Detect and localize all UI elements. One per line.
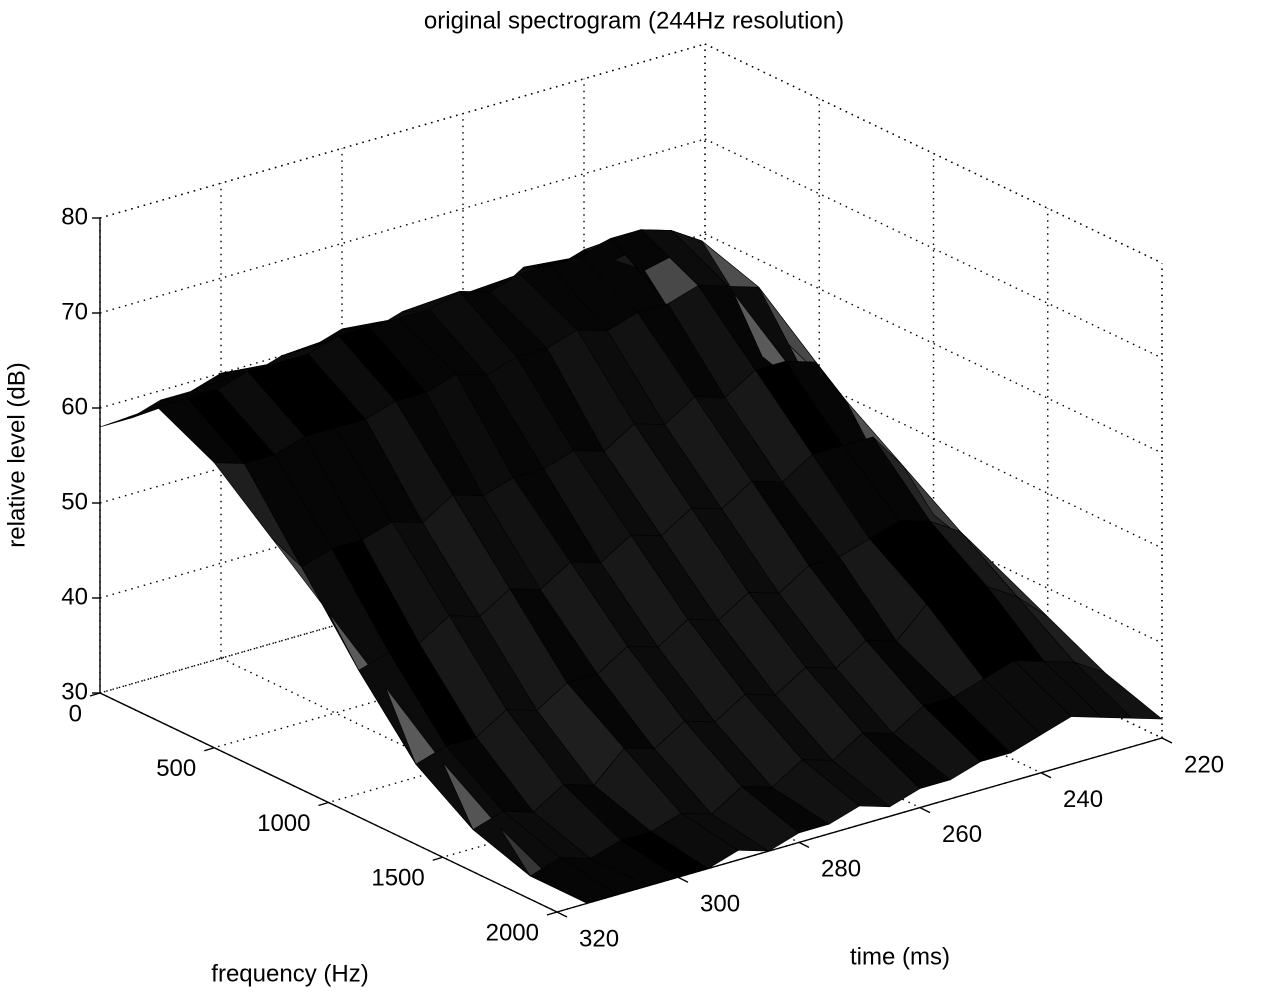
surface: [99, 229, 1163, 904]
y-tick-label: 500: [156, 755, 196, 782]
x-tick-label: 280: [821, 856, 861, 883]
x-tick-label: 240: [1063, 786, 1103, 813]
x-tick-label: 220: [1184, 751, 1224, 778]
box-edge: [99, 43, 706, 219]
chart-title: original spectrogram (244Hz resolution): [424, 7, 844, 34]
x-tick: [677, 876, 689, 883]
z-tick-label: 30: [61, 678, 88, 705]
x-tick-label: 320: [579, 925, 619, 952]
grid-line: [99, 423, 706, 599]
x-tick: [919, 806, 931, 814]
z-tick-label: 70: [61, 298, 88, 325]
z-tick-label: 60: [61, 393, 88, 420]
y-tick-label: 1500: [371, 865, 424, 892]
z-axis-label: relative level (dB): [3, 362, 30, 547]
grid-line: [99, 233, 706, 409]
axes: 30 40 50 60 70 80 0 500 1000 1500 2000 220 240 260 280…: [61, 203, 1224, 952]
y-tick: [432, 856, 443, 861]
y-tick-label: 0: [69, 700, 82, 727]
x-tick-label: 300: [700, 891, 740, 918]
grid-line: [99, 328, 706, 504]
x-tick: [1161, 737, 1173, 744]
grid-line: [99, 518, 706, 694]
y-tick-label: 1000: [257, 810, 310, 837]
y-tick-label: 2000: [486, 919, 539, 946]
x-tick: [556, 911, 568, 918]
z-tick-label: 40: [61, 583, 88, 610]
box-edge: [704, 43, 1163, 264]
surface-patch: [1074, 662, 1163, 720]
y-tick: [318, 801, 329, 807]
grid-line: [99, 43, 706, 219]
y-tick: [204, 747, 215, 752]
y-tick: [546, 911, 558, 916]
z-tick-label: 80: [61, 203, 88, 230]
x-axis: [556, 737, 1163, 913]
x-tick: [1040, 772, 1052, 779]
y-tick: [89, 692, 101, 697]
z-tick-label: 50: [61, 488, 88, 515]
x-tick: [798, 841, 810, 849]
grid-line: [99, 138, 706, 314]
x-axis-label: time (ms): [850, 943, 950, 970]
grid-line: [704, 43, 1163, 264]
x-tick-label: 260: [942, 821, 982, 848]
y-axis-label: frequency (Hz): [211, 960, 368, 987]
